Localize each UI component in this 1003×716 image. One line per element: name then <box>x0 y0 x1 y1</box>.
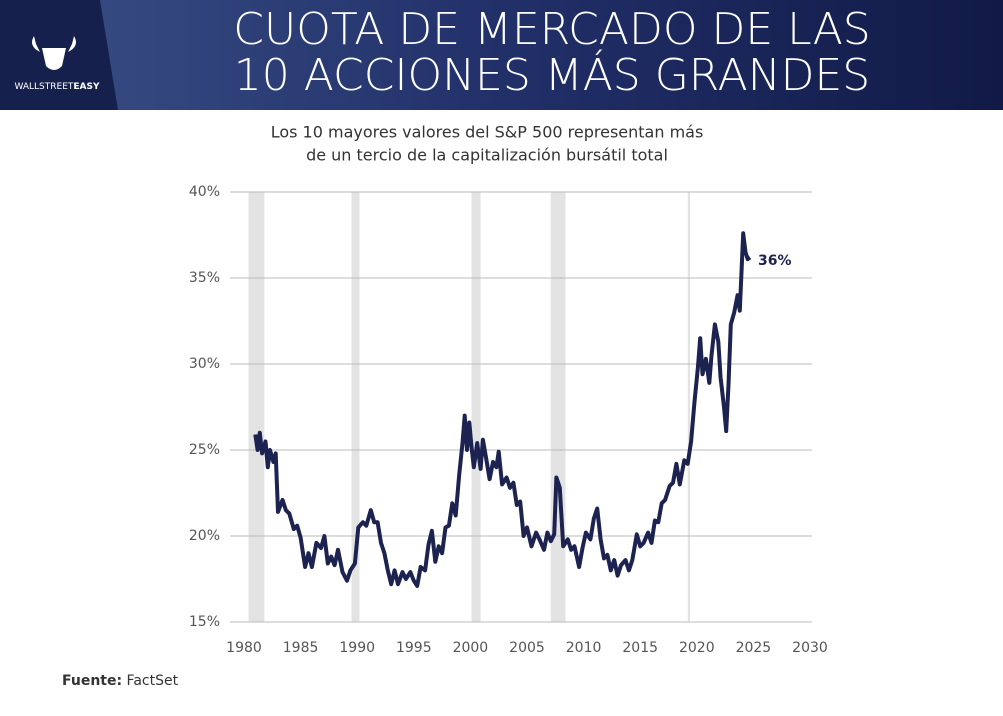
logo-word-bold: EASY <box>73 82 100 92</box>
x-tick-label: 2000 <box>453 640 489 656</box>
x-tick-label: 1985 <box>283 640 319 656</box>
x-tick-label: 2030 <box>792 640 828 656</box>
y-tick-label: 15% <box>189 614 220 630</box>
y-tick-label: 30% <box>189 356 220 372</box>
header-band <box>0 0 1003 110</box>
y-tick-label: 20% <box>189 528 220 544</box>
recession-band <box>687 192 691 622</box>
recession-band <box>351 192 360 622</box>
x-tick-label: 2025 <box>736 640 772 656</box>
x-tick-label: 2020 <box>679 640 715 656</box>
x-tick-label: 1980 <box>226 640 262 656</box>
plot: 15% 20% 25% 30% 35% 40% 1980 1985 1990 1995 2000 20… <box>189 184 828 656</box>
x-tick-label: 2005 <box>509 640 545 656</box>
y-tick-label: 25% <box>189 442 220 458</box>
data-line <box>253 231 752 588</box>
y-tick-label: 40% <box>189 184 220 200</box>
recession-band <box>550 192 566 622</box>
logo-word: WALLSTREET <box>14 82 73 92</box>
x-tick-label: 1990 <box>339 640 375 656</box>
y-tick-label: 35% <box>189 270 220 286</box>
source: Fuente: FactSet <box>62 673 179 689</box>
x-tick-label: 1995 <box>396 640 432 656</box>
source-label: Fuente: <box>62 673 122 689</box>
logo-text: WALLSTREETEASY <box>14 82 100 92</box>
source-text: FactSet <box>127 673 179 689</box>
title-line: 10 ACCIONES MÁS GRANDES <box>234 48 870 101</box>
end-label: 36% <box>758 253 792 269</box>
subtitle-line: Los 10 mayores valores del S&P 500 repre… <box>271 123 704 142</box>
title-line: CUOTA DE MERCADO DE LAS <box>233 4 870 55</box>
x-tick-label: 2010 <box>566 640 602 656</box>
subtitle-line: de un tercio de la capitalización bursát… <box>306 146 668 165</box>
logo-icon <box>32 36 76 70</box>
recession-band <box>471 192 481 622</box>
recession-band <box>248 192 265 622</box>
x-tick-label: 2015 <box>622 640 658 656</box>
